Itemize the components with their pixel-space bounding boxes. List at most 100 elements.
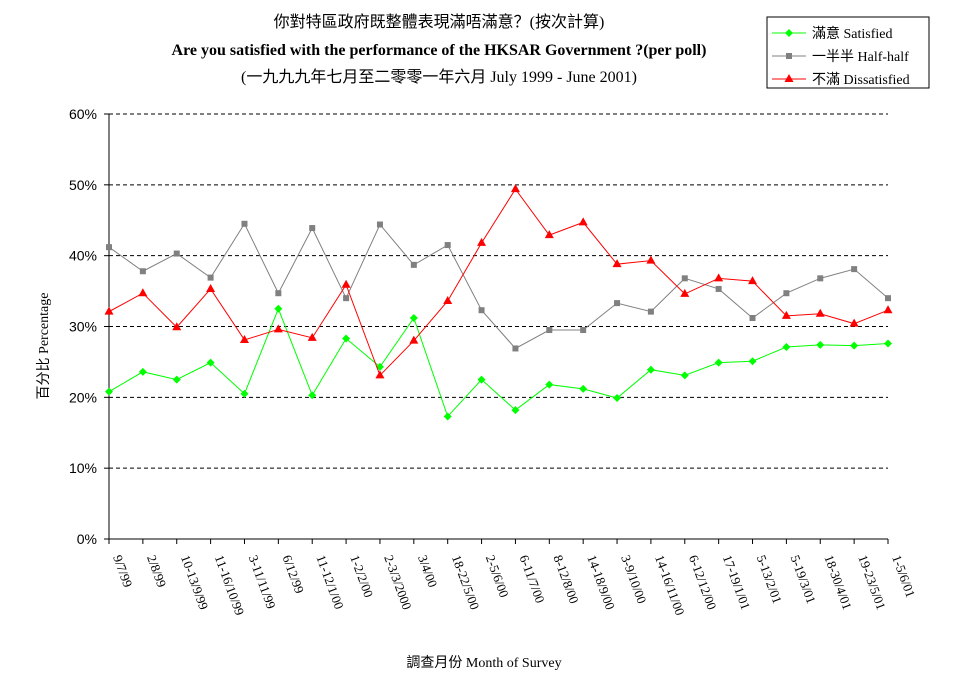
data-point [307, 332, 317, 341]
x-tick-label: 1-5/6/01 [889, 553, 918, 600]
x-tick-label: 14-16/11/00 [652, 553, 688, 617]
legend-marker [784, 74, 794, 82]
y-tick-label: 60% [69, 106, 97, 122]
data-point [172, 322, 182, 331]
x-tick-label: 6-11/7/00 [517, 553, 548, 605]
x-tick-label: 11-12/1/00 [313, 553, 346, 611]
data-point [849, 318, 859, 327]
data-point [275, 290, 282, 297]
y-tick-label: 20% [69, 389, 97, 405]
data-point [783, 290, 790, 297]
y-tick-label: 40% [69, 248, 97, 264]
data-point [579, 384, 588, 393]
data-point [173, 250, 180, 257]
x-tick-label: 9/7/99 [110, 553, 135, 589]
data-point [647, 308, 654, 315]
data-point [206, 283, 216, 292]
data-point [241, 220, 248, 227]
data-point [206, 358, 215, 367]
data-point [545, 380, 554, 389]
data-point [580, 327, 587, 334]
data-point [409, 314, 418, 322]
series [104, 184, 893, 379]
x-tick-label: 2/8/99 [144, 553, 169, 589]
x-tick-label: 5-13/2/01 [754, 553, 785, 606]
data-point [614, 300, 621, 307]
data-point [444, 242, 451, 249]
data-point [138, 367, 147, 376]
data-point [512, 345, 519, 352]
data-point [646, 255, 656, 264]
data-point [714, 358, 723, 367]
data-point [443, 296, 453, 304]
x-tick-label: 2-3/3/2000 [381, 553, 415, 612]
data-point [410, 261, 417, 268]
legend-entry: 不滿 Dissatisfied [772, 72, 910, 88]
y-tick-label: 50% [69, 177, 97, 193]
y-tick-label: 0% [77, 531, 97, 547]
x-tick-label: 10-13/9/99 [178, 553, 212, 612]
chart-subtitle-period: (一九九九年七月至二零零一年六月 July 1999 - June 2001) [241, 68, 637, 86]
y-tick-label: 10% [69, 460, 97, 476]
chart-title: 你對特區政府既整體表現滿唔滿意？(按次計算) [274, 12, 605, 31]
data-point [748, 276, 758, 285]
series [106, 220, 891, 352]
data-point [815, 308, 825, 317]
axes [108, 114, 889, 544]
data-point [172, 375, 181, 384]
data-point [850, 341, 859, 350]
chart-subtitle: Are you satisfied with the performance o… [172, 42, 707, 59]
data-point [884, 339, 892, 348]
data-point [816, 340, 825, 349]
y-axis-label: 百分比 Percentage [36, 293, 52, 400]
legend-entry: 一半半 Half-half [772, 49, 909, 65]
data-point [104, 306, 114, 315]
y-tick-labels: 0% 10% 20% 30% 40% 50% 60% [69, 106, 97, 547]
legend: 滿意 Satisfied 一半半 Half-half 不滿 Dissatisfied [766, 16, 930, 89]
x-tick-label: 3-9/10/00 [618, 553, 649, 606]
x-tick-label: 1-2/2/00 [347, 553, 376, 600]
x-tick-label: 6/12/99 [280, 553, 308, 595]
series-line [108, 188, 889, 377]
data-point [748, 357, 757, 366]
data-point [544, 230, 554, 239]
data-point [139, 268, 146, 275]
legend-entry: 滿意 Satisfied [772, 25, 893, 42]
data-point [308, 391, 317, 400]
data-point [207, 274, 214, 281]
x-tick-label: 3-11/11/99 [246, 553, 279, 611]
legend-label: 不滿 Dissatisfied [812, 72, 910, 88]
x-tick-label: 5-19/3/01 [788, 553, 819, 606]
x-tick-label: 18-22/5/00 [449, 553, 483, 612]
grid-lines [104, 113, 888, 540]
data-point [680, 371, 689, 380]
x-tick-label: 3/4/00 [415, 553, 440, 589]
legend-marker [786, 53, 792, 59]
data-point [851, 266, 858, 273]
data-point [477, 375, 486, 384]
data-point [309, 225, 316, 232]
x-axis-label: 調查月份 Month of Survey [406, 655, 561, 671]
data-point [817, 275, 824, 282]
data-point [138, 288, 148, 297]
x-tick-label: 18-30/4/01 [821, 553, 855, 612]
data-point [240, 389, 249, 398]
data-point [375, 370, 385, 379]
data-point [409, 335, 419, 344]
data-point [680, 288, 690, 297]
data-point [342, 334, 351, 343]
legend-marker [785, 29, 793, 37]
x-tick-labels: 9/7/99 2/8/99 10-13/9/99 11-16/10/993-11/11… [110, 553, 918, 617]
data-point [781, 310, 791, 319]
x-tick-label: 6-12/12/00 [686, 553, 720, 612]
data-point [715, 285, 722, 292]
data-point [478, 307, 485, 314]
data-point [443, 412, 452, 421]
chart-titles: 你對特區政府既整體表現滿唔滿意？(按次計算) Are you satisfied… [172, 12, 707, 86]
data-point [239, 334, 249, 343]
legend-box [766, 16, 930, 89]
x-tick-label: 17-19/1/01 [720, 553, 754, 612]
series [105, 304, 892, 421]
series-group [104, 184, 893, 421]
